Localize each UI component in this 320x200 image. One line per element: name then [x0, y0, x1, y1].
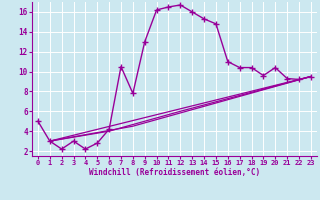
X-axis label: Windchill (Refroidissement éolien,°C): Windchill (Refroidissement éolien,°C) — [89, 168, 260, 177]
